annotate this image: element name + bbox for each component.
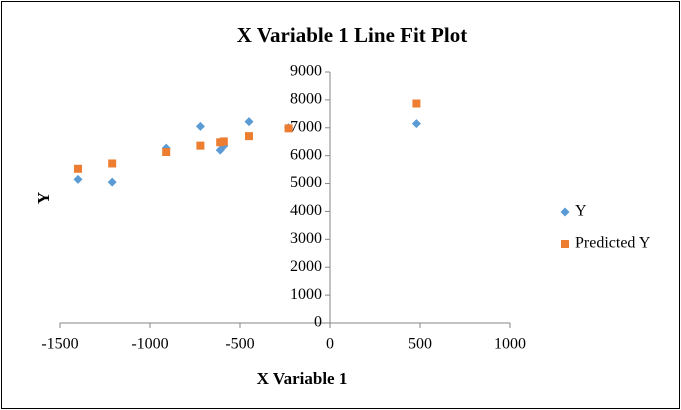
y-tick-label: 5000 — [290, 174, 322, 191]
y-tick-label: 2000 — [290, 258, 322, 275]
point — [284, 124, 293, 133]
y-tick-label: 3000 — [290, 230, 322, 247]
chart-title: X Variable 1 Line Fit Plot — [237, 23, 467, 47]
legend-marker — [561, 240, 569, 248]
point — [411, 119, 421, 129]
y-tick-label: 7000 — [290, 118, 322, 135]
point — [107, 177, 117, 187]
point — [245, 132, 253, 141]
y-tick-label: 1000 — [290, 286, 322, 303]
point — [412, 99, 421, 108]
y-tick-label: 9000 — [290, 63, 322, 80]
point — [195, 121, 205, 131]
legend-marker — [560, 207, 570, 217]
x-tick-label: 0 — [326, 336, 334, 353]
y-axis-title: Y — [34, 192, 53, 204]
point — [162, 148, 171, 157]
point — [74, 164, 82, 173]
point — [108, 159, 117, 168]
legend-label: Predicted Y — [575, 235, 651, 252]
x-axis-title: X Variable 1 — [257, 369, 348, 388]
point — [244, 117, 254, 127]
x-tick-label: 500 — [408, 336, 432, 353]
x-tick-label: -1500 — [41, 336, 78, 353]
x-tick-label: 1000 — [494, 336, 526, 353]
point — [219, 137, 228, 146]
legend-label: Y — [575, 203, 587, 220]
y-tick-label: 4000 — [290, 202, 322, 219]
y-tick-label: 8000 — [290, 91, 322, 108]
x-tick-label: -500 — [225, 336, 254, 353]
y-tick-label: 0 — [314, 314, 322, 331]
point — [196, 141, 205, 150]
y-tick-label: 6000 — [290, 146, 322, 163]
point — [73, 174, 83, 184]
x-tick-label: -1000 — [131, 336, 168, 353]
